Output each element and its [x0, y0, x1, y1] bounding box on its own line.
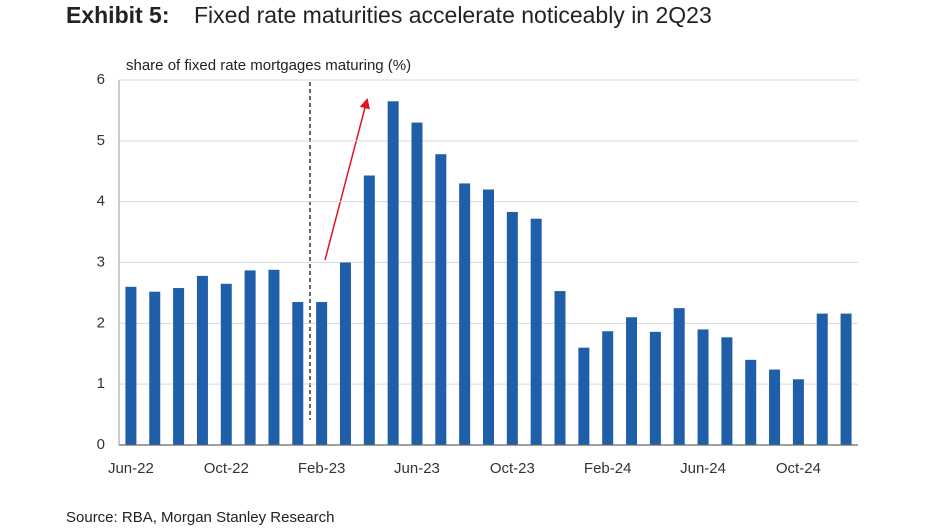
bar: [626, 317, 638, 445]
x-tick-label: Jun-24: [680, 460, 726, 477]
x-tick-label: Feb-24: [584, 460, 632, 477]
x-tick-label: Feb-23: [298, 460, 346, 477]
bar: [125, 286, 137, 445]
bar: [530, 218, 542, 445]
bar: [816, 313, 828, 445]
y-tick-label: 2: [97, 314, 105, 331]
x-tick-label: Oct-24: [776, 460, 821, 477]
exhibit-label: Exhibit 5:: [66, 2, 170, 28]
bar: [673, 308, 685, 445]
x-tick-label: Oct-22: [204, 460, 249, 477]
bar: [745, 359, 757, 445]
bar: [387, 101, 399, 446]
y-tick-label: 6: [97, 71, 105, 88]
y-tick-label: 1: [97, 375, 105, 392]
bar: [840, 313, 852, 445]
bar: [769, 369, 781, 445]
bar: [244, 270, 256, 445]
x-tick-label: Jun-23: [394, 460, 440, 477]
bar: [697, 329, 709, 445]
bar: [149, 291, 161, 445]
bar: [459, 183, 471, 445]
chart-title: Fixed rate maturities accelerate noticea…: [194, 2, 712, 28]
source: Source: RBA, Morgan Stanley Research: [66, 509, 334, 526]
bar: [506, 212, 518, 445]
y-tick-label: 5: [97, 132, 105, 149]
bar: [435, 154, 447, 445]
bar: [578, 347, 590, 445]
bar: [602, 331, 614, 445]
bar: [173, 288, 185, 445]
bar: [554, 291, 566, 445]
bar: [268, 269, 280, 445]
y-tick-label: 0: [97, 436, 105, 453]
bar: [339, 262, 351, 445]
arrow: [324, 97, 370, 261]
bar: [649, 331, 661, 445]
x-tick-label: Jun-22: [108, 460, 154, 477]
bar: [292, 302, 304, 445]
bar: [411, 122, 423, 445]
bar: [792, 379, 804, 445]
bar: [220, 283, 232, 445]
x-tick-label: Oct-23: [490, 460, 535, 477]
y-tick-label: 3: [97, 253, 105, 270]
y-axis-label: share of fixed rate mortgages maturing (…: [126, 57, 411, 74]
bar: [363, 175, 375, 445]
bar: [196, 275, 208, 445]
bar: [483, 189, 494, 445]
bar: [721, 337, 733, 445]
y-tick-label: 4: [97, 193, 105, 210]
bar: [316, 302, 328, 445]
